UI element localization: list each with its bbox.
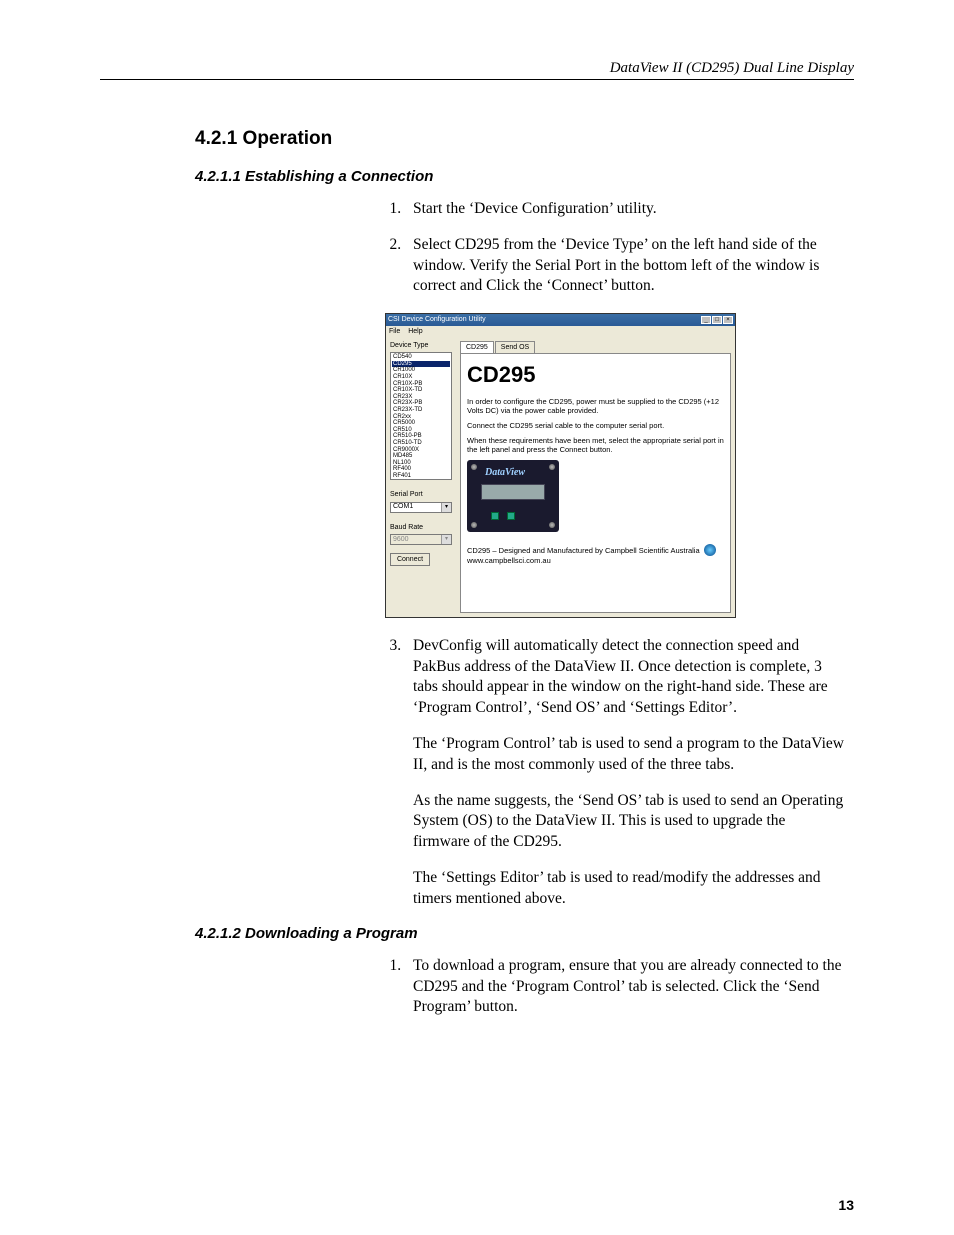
device-list-item[interactable]: CR23X [392,394,450,401]
window-title: CSI Device Configuration Utility [388,315,486,324]
serial-port-combo[interactable]: COM1 ▾ [390,502,452,513]
minimize-icon[interactable]: _ [701,316,711,324]
device-list-item[interactable]: CR10X [392,374,450,381]
device-list-item[interactable]: RF401 [392,473,450,480]
steps-list-1b: DevConfig will automatically detect the … [385,636,844,909]
screw-icon [471,464,477,470]
baud-rate-value: 9600 [393,535,409,544]
step-3: DevConfig will automatically detect the … [405,636,844,909]
keypad-button-icon [507,512,515,520]
device-list-item[interactable]: MD485 [392,453,450,460]
device-list-item[interactable]: CR10X-PB [392,381,450,388]
steps-list-1: Start the ‘Device Configuration’ utility… [385,199,844,297]
right-panel: CD295 Send OS CD295 In order to configur… [456,337,735,617]
globe-icon [704,544,716,556]
subsection-heading-1: 4.2.1.1 Establishing a Connection [195,168,854,185]
para-settings-editor: The ‘Settings Editor’ tab is used to rea… [413,868,844,909]
device-list-item[interactable]: CD540 [392,354,450,361]
serial-port-label: Serial Port [390,490,452,499]
device-list-item[interactable]: CR510 [392,427,450,434]
device-list-item[interactable]: CR23X-PB [392,400,450,407]
tab-content: CD295 In order to configure the CD295, p… [460,353,731,613]
screw-icon [549,464,555,470]
steps-list-2: To download a program, ensure that you a… [385,956,844,1017]
device-list-item[interactable]: CD295 [392,361,450,368]
page-number: 13 [838,1197,854,1213]
subsection-heading-2: 4.2.1.2 Downloading a Program [195,925,854,942]
keypad-button-icon [491,512,499,520]
app-window: CSI Device Configuration Utility _ □ × F… [385,313,736,618]
chevron-down-icon: ▾ [441,535,451,544]
device-list-item[interactable]: CR510-TD [392,440,450,447]
menubar: File Help [386,326,735,337]
device-list-item[interactable]: CR510-PB [392,433,450,440]
step-2: Select CD295 from the ‘Device Type’ on t… [405,235,844,296]
content-url: www.campbellsci.com.au [467,556,724,565]
step-1-dl: To download a program, ensure that you a… [405,956,844,1017]
device-type-list[interactable]: CD540CD295CR1000CR10XCR10X-PBCR10X-TDCR2… [390,352,452,480]
device-photo: DataView [467,460,559,532]
close-icon[interactable]: × [723,316,733,324]
device-list-item[interactable]: SC105 [392,480,450,481]
content-p3: When these requirements have been met, s… [467,436,724,454]
step-3-text: DevConfig will automatically detect the … [413,637,828,715]
menu-help[interactable]: Help [408,328,422,335]
maximize-icon[interactable]: □ [712,316,722,324]
chevron-down-icon[interactable]: ▾ [441,503,451,512]
tab-send-os[interactable]: Send OS [495,341,535,353]
device-list-item[interactable]: CR10X-TD [392,387,450,394]
device-list-item[interactable]: CR9000X [392,447,450,454]
device-list-item[interactable]: CR5000 [392,420,450,427]
device-list-item[interactable]: CR1000 [392,367,450,374]
tab-cd295[interactable]: CD295 [460,341,494,353]
section-heading: 4.2.1 Operation [195,128,854,150]
running-header: DataView II (CD295) Dual Line Display [100,60,854,80]
tab-strip: CD295 Send OS [460,341,731,353]
screw-icon [549,522,555,528]
device-list-item[interactable]: RF400 [392,466,450,473]
step-1: Start the ‘Device Configuration’ utility… [405,199,844,219]
serial-port-value: COM1 [393,502,413,511]
device-type-label: Device Type [390,341,452,350]
content-p1: In order to configure the CD295, power m… [467,397,724,415]
screw-icon [471,522,477,528]
para-send-os: As the name suggests, the ‘Send OS’ tab … [413,791,844,852]
content-p2: Connect the CD295 serial cable to the co… [467,421,724,430]
menu-file[interactable]: File [389,328,400,335]
baud-rate-label: Baud Rate [390,523,452,532]
baud-rate-combo: 9600 ▾ [390,534,452,545]
connect-button[interactable]: Connect [390,553,430,566]
para-program-control: The ‘Program Control’ tab is used to sen… [413,734,844,775]
content-heading: CD295 [467,360,724,389]
device-list-item[interactable]: CR2xx [392,414,450,421]
device-list-item[interactable]: CR23X-TD [392,407,450,414]
left-panel: Device Type CD540CD295CR1000CR10XCR10X-P… [386,337,456,617]
screenshot-figure: CSI Device Configuration Utility _ □ × F… [385,313,844,618]
device-brand-label: DataView [485,466,525,479]
lcd-icon [481,484,545,500]
content-credit: CD295 – Designed and Manufactured by Cam… [467,546,700,555]
titlebar: CSI Device Configuration Utility _ □ × [386,314,735,326]
device-list-item[interactable]: NL100 [392,460,450,467]
